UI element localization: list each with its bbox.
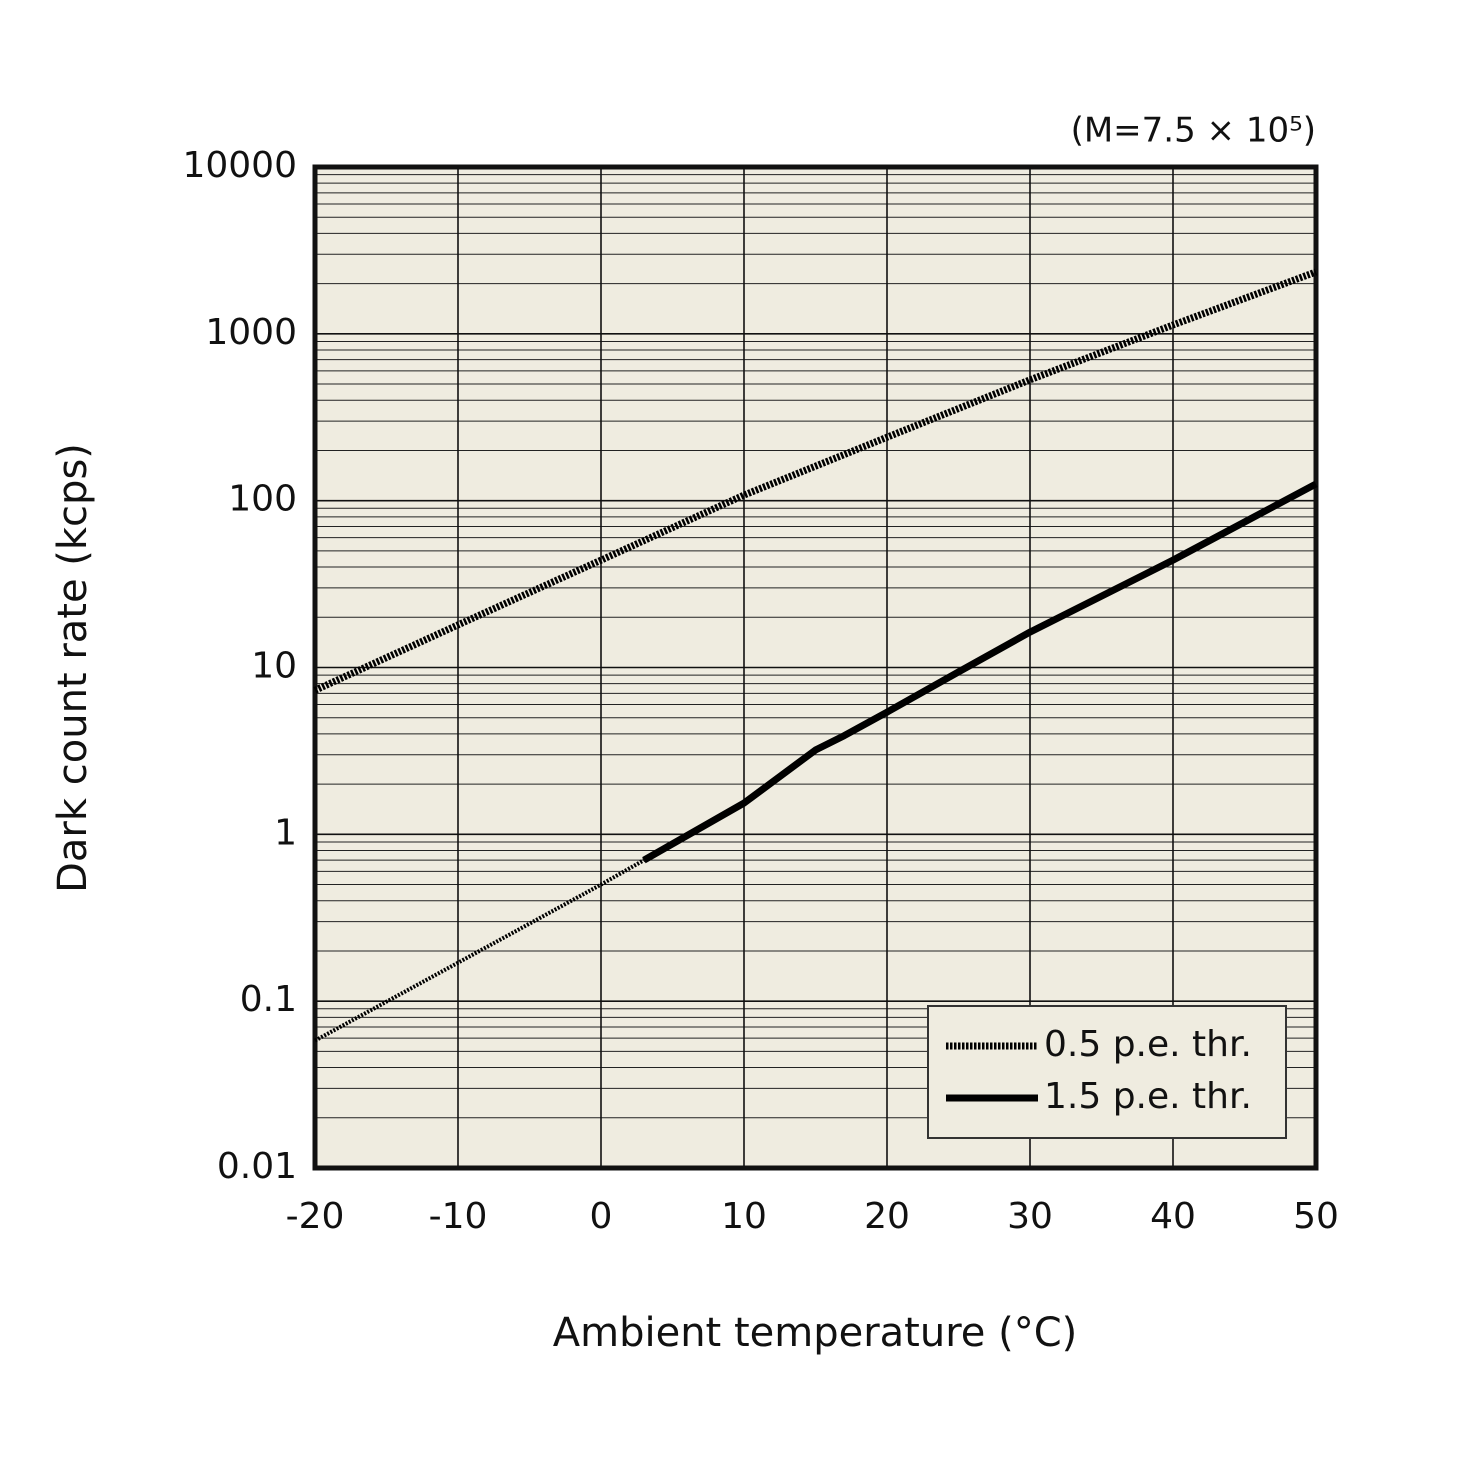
x-tick-label: -10 bbox=[429, 1196, 488, 1237]
y-axis-label: Dark count rate (kcps) bbox=[50, 443, 96, 893]
y-tick-label: 10 bbox=[251, 646, 297, 687]
legend-label: 0.5 p.e. thr. bbox=[1044, 1024, 1252, 1065]
series-line bbox=[314, 858, 645, 1043]
y-tick-label: 100 bbox=[228, 479, 297, 520]
series-line bbox=[642, 480, 1318, 864]
series-line bbox=[313, 268, 1318, 694]
x-tick-label: 0 bbox=[590, 1196, 613, 1237]
annotation: (M=7.5 × 10⁵) bbox=[1071, 111, 1316, 151]
x-axis-label: Ambient temperature (°C) bbox=[553, 1310, 1077, 1356]
y-tick-label: 10000 bbox=[182, 145, 297, 186]
x-tick-label: -20 bbox=[286, 1196, 345, 1237]
y-tick-label: 1000 bbox=[205, 312, 297, 353]
y-tick-label: 0.01 bbox=[217, 1146, 297, 1187]
x-tick-label: 30 bbox=[1007, 1196, 1053, 1237]
x-tick-label: 40 bbox=[1150, 1196, 1196, 1237]
plot-frame bbox=[312, 164, 1319, 1171]
y-tick-label: 0.1 bbox=[240, 979, 297, 1020]
x-tick-label: 50 bbox=[1293, 1196, 1339, 1237]
x-tick-label: 20 bbox=[864, 1196, 910, 1237]
y-tick-label: 1 bbox=[274, 812, 297, 853]
legend-label: 1.5 p.e. thr. bbox=[1044, 1076, 1252, 1117]
x-tick-label: 10 bbox=[721, 1196, 767, 1237]
legend-box bbox=[927, 1005, 1287, 1139]
